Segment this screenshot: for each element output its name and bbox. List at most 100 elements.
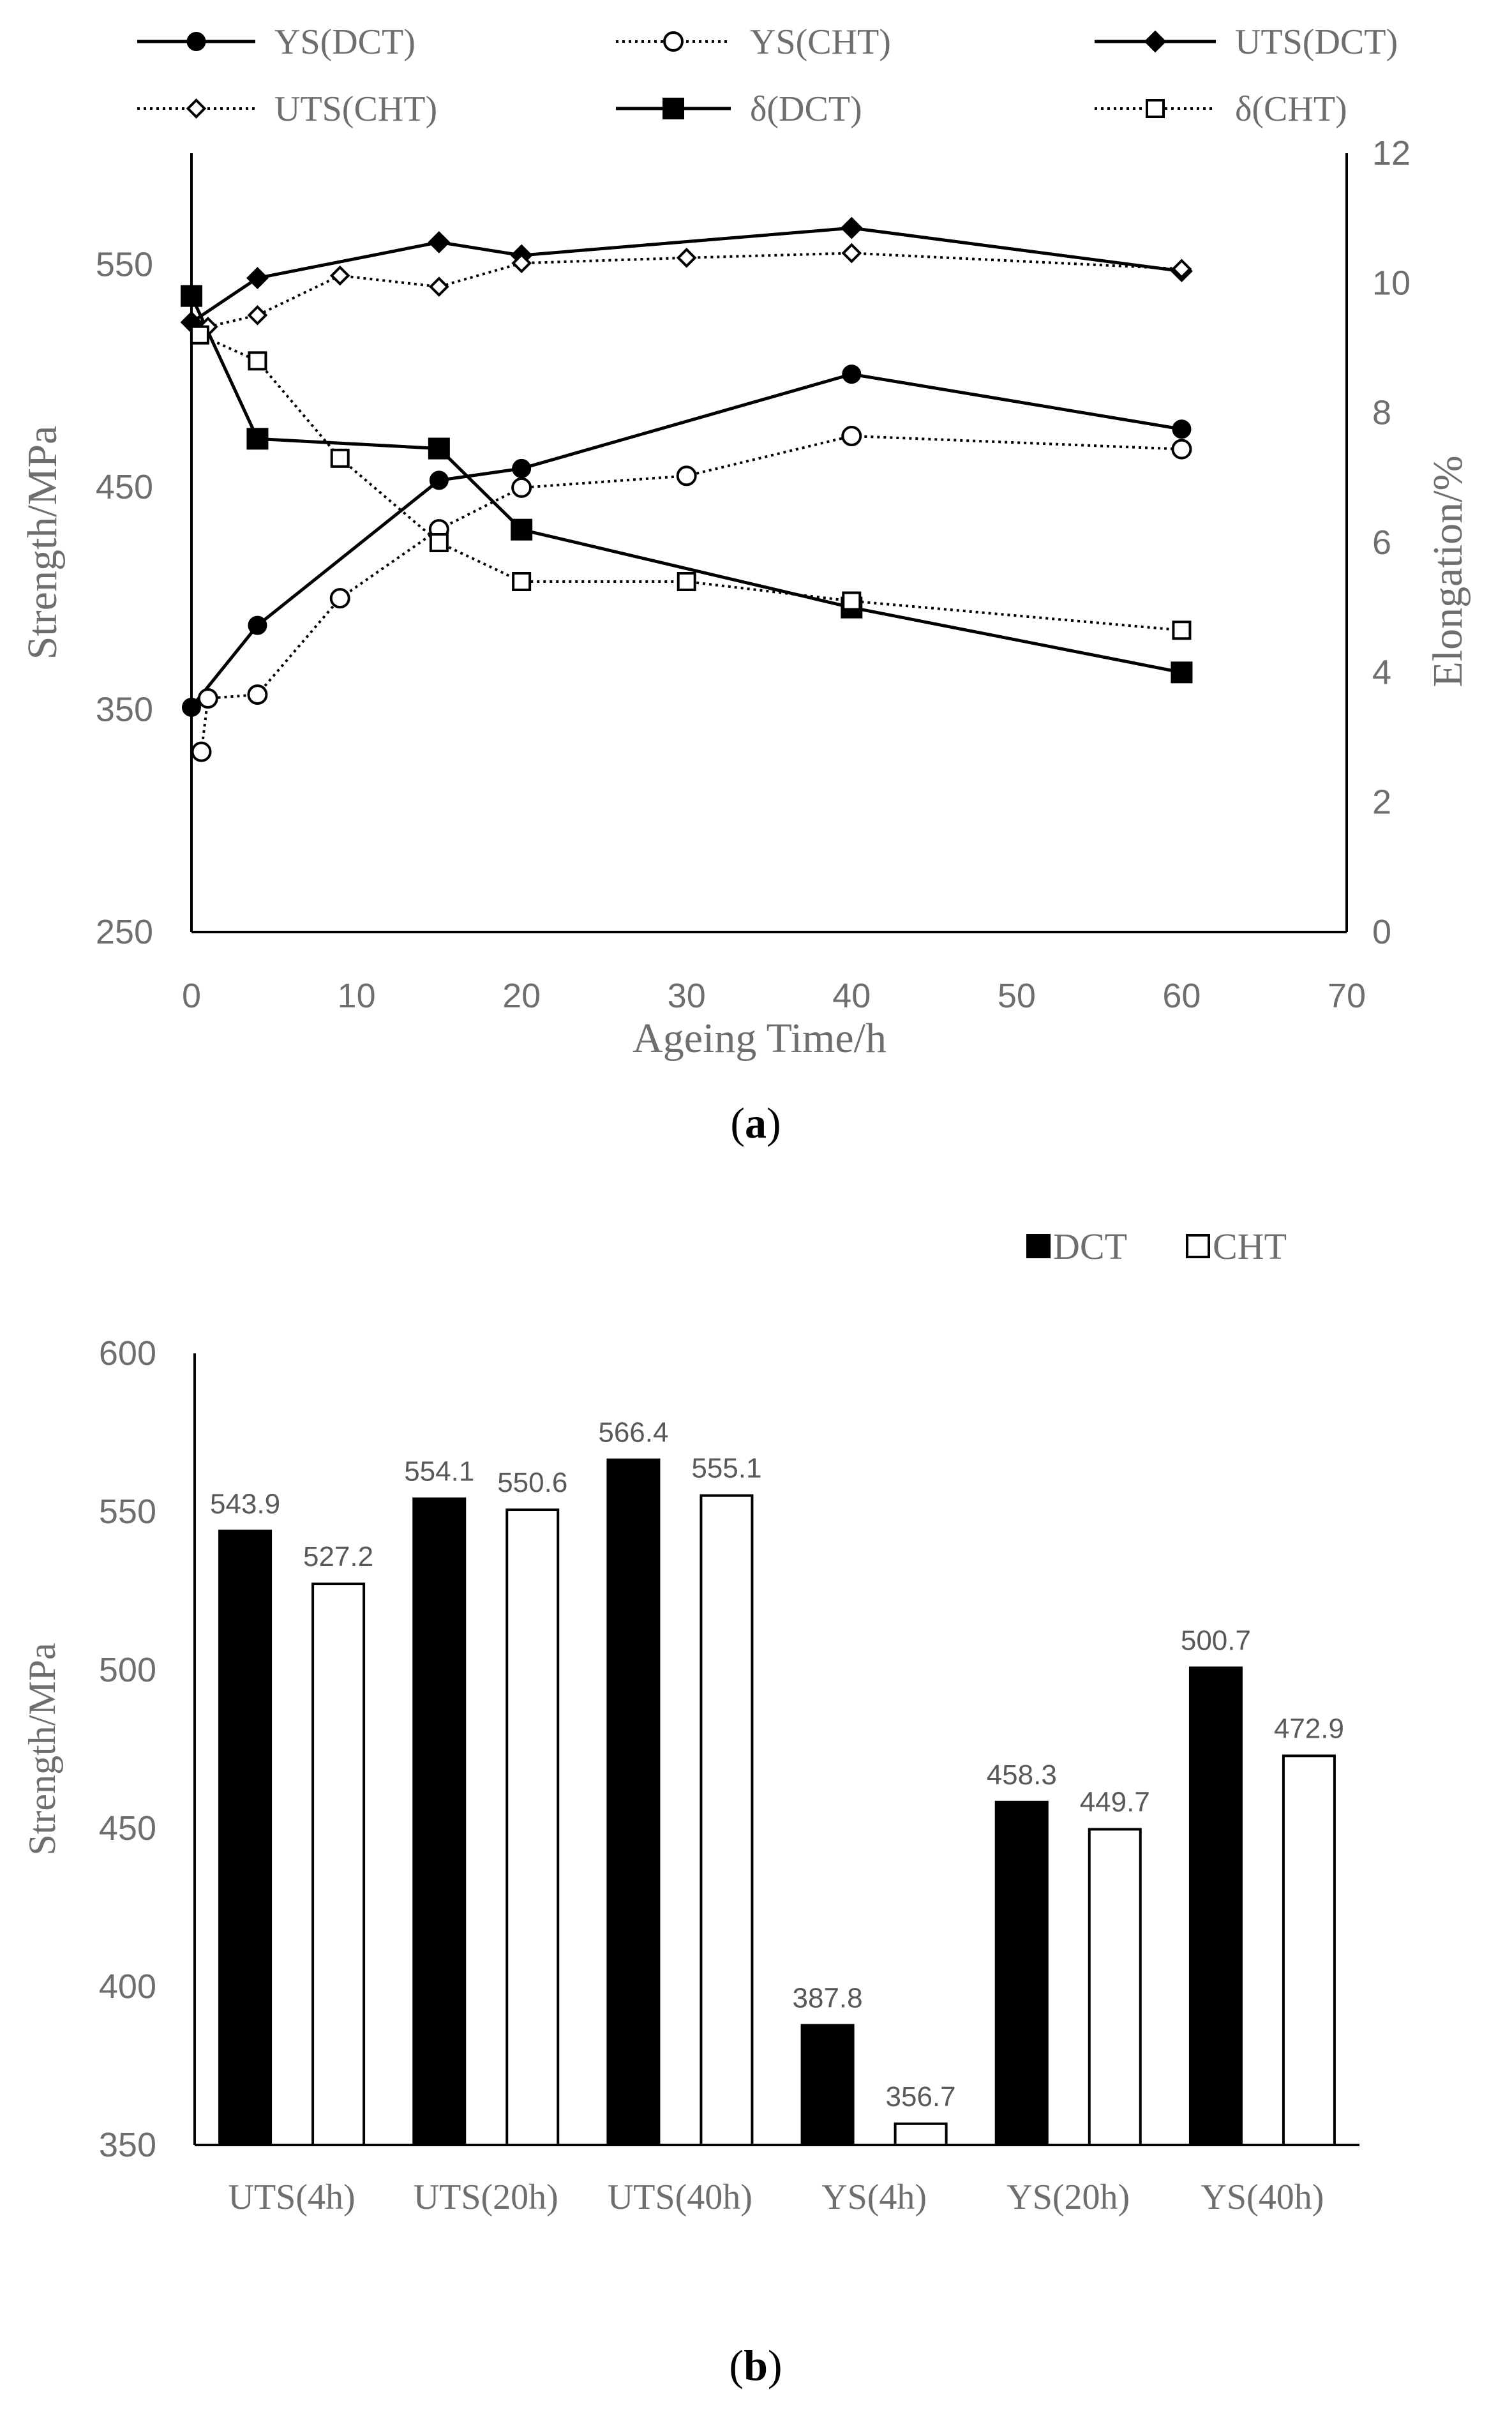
category-label-ys-20h: YS(20h) — [1007, 2178, 1130, 2217]
caption-a: (a) — [730, 1099, 781, 1147]
point-delta-dct — [181, 285, 202, 307]
bar-cht-ys-4h — [894, 2122, 948, 2147]
y2-axis-title-a: Elongation/% — [1425, 456, 1471, 688]
point-delta-cht — [330, 448, 350, 468]
point-ys-cht — [191, 741, 212, 762]
point-ys-dct — [1172, 419, 1192, 439]
y-axis-title-a: Strength/MPa — [19, 426, 66, 660]
legend-marker-delta-cht — [1146, 99, 1165, 118]
point-ys-cht — [511, 477, 532, 498]
point-ys-dct — [248, 615, 267, 635]
bar-dct-uts-20h — [412, 1497, 467, 2147]
legend-label-dct: DCT — [1053, 1226, 1127, 1267]
point-ys-cht — [1171, 439, 1192, 460]
legend-label-delta-dct: δ(DCT) — [750, 89, 862, 129]
x-tick-label-a: 0 — [182, 977, 201, 1015]
point-uts-dct — [428, 231, 451, 253]
category-label-ys-40h: YS(40h) — [1201, 2178, 1324, 2217]
point-delta-cht — [1172, 621, 1192, 640]
y-tick-label-b: 400 — [99, 1967, 156, 2006]
bar-cht-ys-40h — [1282, 1754, 1336, 2146]
line-chart-panel-a: YS(DCT) YS(CHT) UTS(DCT) UTS(CHT) δ(DCT) δ(CH… — [19, 22, 1471, 1147]
y-tick-label-b: 350 — [99, 2126, 156, 2164]
category-label-ys-4h: YS(4h) — [821, 2178, 927, 2217]
y-tick-label-b: 500 — [99, 1651, 156, 1689]
point-delta-cht — [190, 325, 209, 345]
series-line-uts-cht — [207, 252, 1182, 328]
point-uts-dct — [840, 216, 863, 239]
data-label-dct-ys-40h: 500.7 — [1181, 1625, 1251, 1657]
legend-marker-uts-dct — [1144, 30, 1167, 53]
axes-b — [193, 1353, 1359, 2146]
point-delta-cht — [248, 351, 267, 371]
data-label-cht-ys-40h: 472.9 — [1274, 1713, 1344, 1744]
data-label-dct-uts-4h: 543.9 — [210, 1488, 280, 1519]
series-a — [180, 216, 1193, 762]
point-ys-dct — [512, 458, 532, 478]
x-tick-label-a: 50 — [998, 977, 1036, 1015]
point-uts-cht — [676, 248, 697, 268]
data-label-dct-uts-20h: 554.1 — [404, 1456, 474, 1487]
series-line-delta-cht — [199, 333, 1182, 632]
legend-label-uts-dct: UTS(DCT) — [1235, 22, 1398, 62]
x-tick-label-a: 40 — [832, 977, 871, 1015]
category-label-uts-40h: UTS(40h) — [608, 2178, 752, 2217]
point-uts-cht — [247, 305, 268, 326]
data-label-cht-uts-40h: 555.1 — [691, 1453, 761, 1484]
legend-label-uts-cht: UTS(CHT) — [274, 89, 437, 129]
bar-dct-uts-4h — [218, 1530, 273, 2147]
point-delta-dct — [246, 428, 269, 450]
bar-dct-ys-4h — [800, 2024, 855, 2146]
point-ys-dct — [842, 365, 862, 384]
bar-cht-uts-4h — [311, 1583, 366, 2146]
ticks-a: 0 10 20 30 40 50 60 70 250 350 450 550 0 2 4 6 8 10 12 — [96, 134, 1411, 1015]
y-tick-label-a: 550 — [96, 245, 153, 283]
series-line-ys-dct — [190, 372, 1182, 709]
point-ys-dct — [429, 470, 449, 490]
point-uts-cht — [329, 265, 350, 286]
point-delta-cht — [429, 533, 449, 552]
y-tick-label-a: 450 — [96, 468, 153, 506]
x-tick-label-a: 10 — [338, 977, 376, 1015]
x-tick-label-a: 30 — [668, 977, 706, 1015]
bar-cht-ys-20h — [1088, 1828, 1142, 2147]
legend-marker-ys-cht — [663, 31, 684, 52]
y2-tick-label-a: 6 — [1372, 523, 1391, 562]
point-uts-cht — [1171, 259, 1192, 280]
bar-chart-panel-b: DCT CHT 350 400 450 500 550 600 UTS(4h) UTS(20h)… — [21, 1226, 1359, 2389]
legend-swatch-dct — [1026, 1234, 1051, 1258]
legend-marker-uts-cht — [186, 98, 207, 119]
data-label-dct-uts-40h: 566.4 — [598, 1417, 668, 1448]
y-tick-label-b: 450 — [99, 1809, 156, 1847]
y2-tick-label-a: 4 — [1372, 653, 1391, 691]
point-ys-cht — [197, 688, 218, 709]
y2-tick-label-a: 8 — [1372, 394, 1391, 432]
data-label-dct-ys-20h: 458.3 — [987, 1759, 1057, 1791]
data-label-cht-uts-20h: 550.6 — [497, 1467, 567, 1498]
y-tick-label-b: 550 — [99, 1493, 156, 1531]
bar-dct-ys-40h — [1188, 1666, 1243, 2147]
bars-b: 543.9 527.2 554.1 550.6 566.4 555.1 387.8 356.7… — [210, 1417, 1344, 2147]
y-axis-title-b: Strength/MPa — [21, 1643, 63, 1855]
point-ys-dct — [182, 697, 201, 717]
legend-label-cht: CHT — [1213, 1226, 1287, 1267]
point-ys-cht — [329, 588, 350, 609]
point-uts-cht — [511, 253, 532, 274]
point-ys-cht — [247, 684, 268, 705]
legend-label-delta-cht: δ(CHT) — [1235, 89, 1347, 129]
data-label-cht-ys-20h: 449.7 — [1080, 1786, 1150, 1817]
x-tick-label-a: 70 — [1328, 977, 1366, 1015]
legend-a: YS(DCT) YS(CHT) UTS(DCT) UTS(CHT) δ(DCT) δ(CH… — [137, 22, 1398, 129]
x-tick-label-a: 60 — [1162, 977, 1201, 1015]
bar-dct-ys-20h — [994, 1800, 1049, 2147]
series-line-uts-dct — [190, 226, 1182, 324]
y-tick-label-a: 250 — [96, 913, 153, 951]
point-delta-dct — [428, 437, 450, 460]
series-line-delta-dct — [190, 295, 1182, 674]
data-label-cht-uts-4h: 527.2 — [303, 1541, 373, 1572]
point-uts-cht — [841, 243, 862, 264]
point-delta-cht — [512, 572, 532, 591]
point-uts-dct — [246, 267, 269, 289]
legend-label-ys-dct: YS(DCT) — [274, 22, 415, 62]
